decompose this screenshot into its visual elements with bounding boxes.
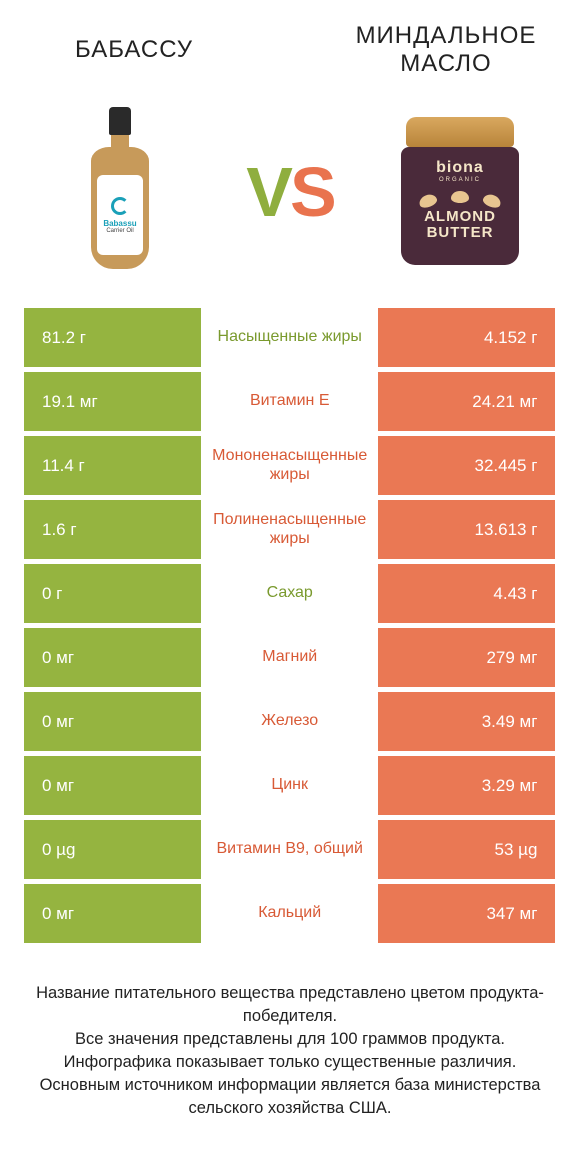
nutrient-name: Витамин B9, общий [201, 820, 378, 879]
table-row: 11.4 гМононенасыщенные жиры32.445 г [24, 436, 556, 495]
right-value: 3.49 мг [378, 692, 555, 751]
table-row: 0 гСахар4.43 г [24, 564, 556, 623]
right-value: 13.613 г [378, 500, 555, 559]
left-value: 0 мг [24, 884, 201, 943]
nutrient-name: Кальций [201, 884, 378, 943]
table-row: 19.1 мгВитамин E24.21 мг [24, 372, 556, 431]
comparison-table: 81.2 гНасыщенные жиры4.152 г19.1 мгВитам… [0, 308, 580, 943]
table-row: 0 мгМагний279 мг [24, 628, 556, 687]
left-value: 0 мг [24, 692, 201, 751]
bottle-brand: Babassu [103, 219, 136, 228]
left-value: 0 мг [24, 756, 201, 815]
babassu-bottle-icon: Babassu Carrier Oil [90, 107, 150, 277]
header: БАБАССУ МИНДАЛЬНОЕ МАСЛО [0, 0, 580, 88]
vs-v: V [246, 153, 290, 231]
left-value: 0 µg [24, 820, 201, 879]
right-value: 24.21 мг [378, 372, 555, 431]
table-row: 0 мгЖелезо3.49 мг [24, 692, 556, 751]
jar-sub: ORGANIC [401, 177, 519, 183]
right-value: 279 мг [378, 628, 555, 687]
footer-line: Основным источником информации является … [28, 1074, 552, 1120]
footer-notes: Название питательного вещества представл… [0, 948, 580, 1121]
left-product-image: Babassu Carrier Oil [50, 102, 190, 282]
left-value: 19.1 мг [24, 372, 201, 431]
bottle-sub: Carrier Oil [106, 228, 133, 234]
table-row: 0 мгКальций347 мг [24, 884, 556, 943]
nutrient-name: Цинк [201, 756, 378, 815]
nutrient-name: Железо [201, 692, 378, 751]
images-row: Babassu Carrier Oil VS biona ORGANIC ALM… [0, 88, 580, 308]
vs-s: S [290, 153, 334, 231]
almond-jar-icon: biona ORGANIC ALMOND BUTTER [400, 117, 520, 267]
nutrient-name: Мононенасыщенные жиры [201, 436, 378, 495]
nutrient-name: Витамин E [201, 372, 378, 431]
jar-brand: biona [401, 159, 519, 177]
table-row: 1.6 гПолиненасыщенные жиры13.613 г [24, 500, 556, 559]
right-value: 53 µg [378, 820, 555, 879]
nutrient-name: Магний [201, 628, 378, 687]
right-value: 4.43 г [378, 564, 555, 623]
nutrient-name: Сахар [201, 564, 378, 623]
table-row: 0 мгЦинк3.29 мг [24, 756, 556, 815]
table-row: 81.2 гНасыщенные жиры4.152 г [24, 308, 556, 367]
vs-label: VS [246, 152, 333, 232]
left-value: 81.2 г [24, 308, 201, 367]
jar-product1: ALMOND [401, 209, 519, 225]
right-value: 3.29 мг [378, 756, 555, 815]
right-value: 4.152 г [378, 308, 555, 367]
left-product-title: БАБАССУ [30, 36, 238, 64]
table-row: 0 µgВитамин B9, общий53 µg [24, 820, 556, 879]
nutrient-name: Полиненасыщенные жиры [201, 500, 378, 559]
left-value: 11.4 г [24, 436, 201, 495]
footer-line: Инфографика показывает только существенн… [28, 1051, 552, 1074]
footer-line: Название питательного вещества представл… [28, 982, 552, 1028]
footer-line: Все значения представлены для 100 граммо… [28, 1028, 552, 1051]
right-product-image: biona ORGANIC ALMOND BUTTER [390, 102, 530, 282]
left-value: 0 г [24, 564, 201, 623]
nutrient-name: Насыщенные жиры [201, 308, 378, 367]
left-value: 0 мг [24, 628, 201, 687]
right-value: 32.445 г [378, 436, 555, 495]
left-value: 1.6 г [24, 500, 201, 559]
right-product-title: МИНДАЛЬНОЕ МАСЛО [342, 22, 550, 78]
jar-product2: BUTTER [401, 225, 519, 241]
right-value: 347 мг [378, 884, 555, 943]
